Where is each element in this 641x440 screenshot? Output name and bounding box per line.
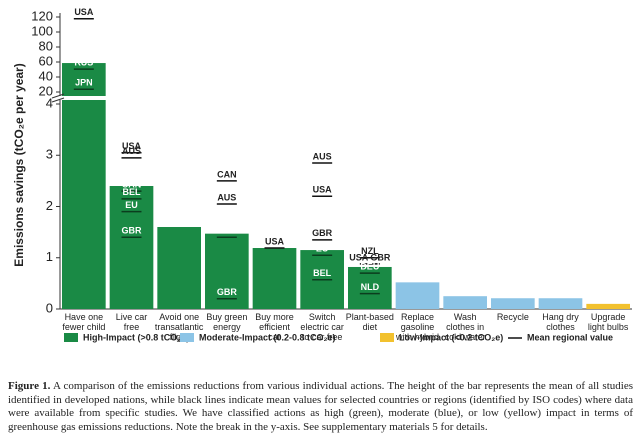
mean-label: GBR	[122, 226, 143, 236]
mean-label: GBR	[217, 287, 238, 297]
legend-label: Low-Impact (<0.2 tCO₂e)	[399, 332, 503, 342]
mean-label: CAN	[217, 169, 237, 179]
mean-label: EU	[316, 244, 329, 254]
y-axis-title: Emissions savings (tCO₂e per year)	[12, 63, 26, 266]
y-tick-label: 120	[31, 8, 53, 23]
mean-label: USA	[122, 141, 142, 151]
mean-label: AUS	[122, 146, 141, 156]
legend-label: Mean regional value	[527, 332, 613, 342]
x-tick-label: Upgrade light bulbs	[588, 312, 629, 332]
y-tick-label: 20	[39, 83, 53, 98]
y-tick-label: 2	[46, 198, 53, 213]
y-tick-label: 100	[31, 23, 53, 38]
y-tick-label: 60	[39, 53, 53, 68]
mean-label: EU	[125, 200, 138, 210]
mean-label: USA GBR	[349, 252, 391, 262]
y-tick-label: 80	[39, 38, 53, 53]
mean-label: AUS	[217, 192, 236, 202]
break-mark	[51, 93, 65, 99]
mean-label: JPN	[75, 78, 93, 88]
bar	[157, 227, 201, 309]
x-tick-label: Recycle	[497, 312, 529, 322]
bar	[205, 233, 249, 309]
mean-label: BEL	[313, 268, 332, 278]
mean-label: DEU	[360, 262, 379, 272]
break-mark	[51, 97, 65, 103]
bar	[395, 282, 440, 309]
x-tick-label: Avoid one transatlantic flight	[155, 312, 204, 342]
mean-label: GBR	[312, 228, 333, 238]
x-tick-label: Switch electric car to car free	[300, 312, 344, 342]
bar	[109, 186, 154, 309]
mean-label: AUS	[313, 151, 332, 161]
axis-break	[52, 96, 110, 100]
mean-label: USA	[74, 7, 94, 17]
caption-label: Figure 1.	[8, 380, 51, 392]
legend-swatch	[380, 333, 394, 342]
y-tick-label: 4	[46, 95, 53, 110]
mean-label: CAN	[122, 180, 142, 190]
mean-label: NLD	[361, 282, 380, 292]
y-tick-label: 0	[46, 300, 53, 315]
y-tick-label: 40	[39, 68, 53, 83]
bar	[348, 266, 392, 309]
legend-swatch	[180, 333, 194, 342]
legend-swatch	[64, 333, 78, 342]
x-tick-label: Plant-based diet	[346, 312, 394, 332]
bar	[586, 303, 630, 309]
bar	[538, 298, 583, 309]
x-tick-label: Buy more efficient car	[255, 312, 294, 342]
mean-label: NZL	[361, 246, 379, 256]
bar	[252, 248, 297, 309]
mean-label: USA	[265, 236, 285, 246]
legend-label: High-Impact (>0.8 tCO₂e)	[83, 332, 189, 342]
bar	[443, 296, 487, 309]
mean-label: RUS	[74, 58, 93, 68]
y-tick-label: 1	[46, 249, 53, 264]
mean-label: BEL	[123, 187, 142, 197]
bar	[491, 298, 535, 309]
chart: Emissions savings (tCO₂e per year) 0 1 2 3 4…	[12, 7, 632, 342]
legend-label: Moderate-Impact (0.2-0.8 tCO₂e)	[199, 332, 336, 342]
mean-label: USA	[217, 226, 237, 236]
x-tick-label: Have one fewer child	[62, 312, 105, 332]
x-tick-label: Replace gasoline with hybrid	[395, 312, 439, 342]
mean-label: USA	[313, 185, 333, 195]
x-tick-label: Buy green energy	[206, 312, 247, 332]
caption-text: A comparison of the emissions reductions…	[8, 380, 633, 433]
x-tick-label: Hang dry clothes	[542, 312, 579, 332]
bar	[62, 63, 106, 309]
caption: Figure 1. A comparison of the emissions …	[8, 380, 633, 434]
x-tick-label: Wash clothes in cold water	[445, 312, 486, 342]
y-tick-label: 3	[46, 147, 53, 162]
x-tick-label: Live car free	[116, 312, 148, 332]
